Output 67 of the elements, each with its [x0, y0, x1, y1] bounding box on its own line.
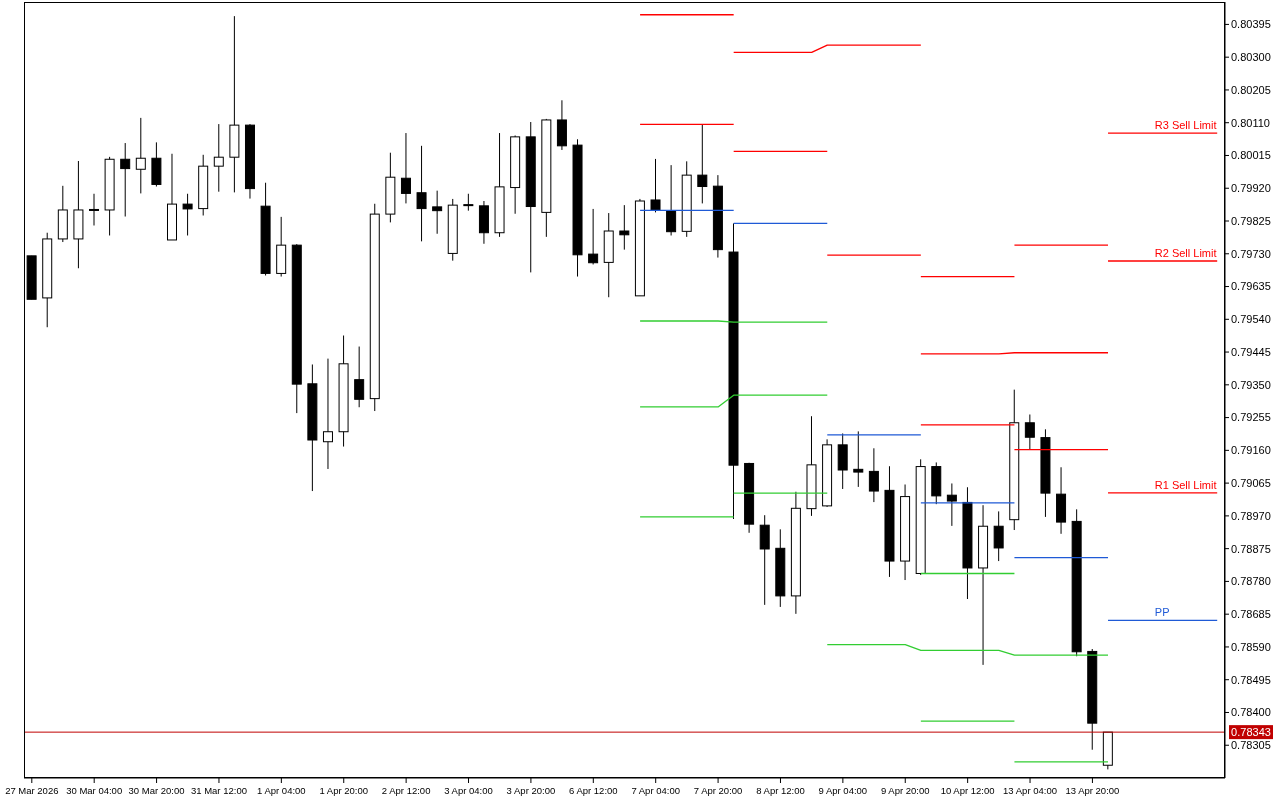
- y-tick-label: 0.78780: [1231, 575, 1271, 588]
- y-tick-label: 0.79825: [1231, 214, 1271, 227]
- candlestick: [650, 158, 661, 213]
- y-tick-label: 0.79350: [1231, 378, 1271, 391]
- x-tick-label: 31 Mar 12:00: [190, 785, 247, 796]
- y-tick-label: 0.80015: [1231, 149, 1271, 162]
- x-tick-label: 13 Apr 20:00: [1065, 785, 1120, 796]
- ref-line-label: 0.78343: [1231, 725, 1271, 738]
- x-tick-label: 2 Apr 12:00: [381, 785, 431, 796]
- y-tick-label: 0.79255: [1231, 411, 1271, 424]
- y-tick-label: 0.78685: [1231, 608, 1271, 621]
- candlestick: [182, 193, 193, 236]
- y-tick-label: 0.79730: [1231, 247, 1271, 260]
- y-tick-label: 0.80110: [1231, 116, 1270, 129]
- series-label: PP: [1154, 606, 1170, 619]
- candlestick: [416, 145, 427, 242]
- series-label: R1 Sell Limit: [1154, 478, 1217, 491]
- candlestick: [213, 123, 224, 193]
- y-tick-label: 0.79065: [1231, 477, 1271, 490]
- x-tick-label: 3 Apr 20:00: [506, 785, 556, 796]
- y-tick-label: 0.80395: [1231, 18, 1271, 31]
- candlestick: [619, 204, 630, 251]
- y-tick-label: 0.79635: [1231, 280, 1271, 293]
- candlestick: [432, 190, 443, 235]
- y-tick-label: 0.80205: [1231, 83, 1271, 96]
- candlestick: [993, 510, 1004, 562]
- x-tick-label: 13 Apr 04:00: [1003, 785, 1057, 796]
- y-tick-label: 0.78875: [1231, 542, 1271, 555]
- x-tick-label: 1 Apr 20:00: [319, 785, 369, 796]
- candlestick: [135, 117, 146, 194]
- x-tick-label: 9 Apr 20:00: [880, 785, 930, 796]
- y-tick-label: 0.79540: [1231, 313, 1271, 326]
- candlestick: [354, 346, 365, 408]
- candlestick: [588, 208, 599, 265]
- x-tick-label: 10 Apr 12:00: [940, 785, 995, 796]
- x-tick-label: 9 Apr 04:00: [818, 785, 868, 796]
- candlestick: [1024, 413, 1035, 450]
- x-tick-label: 27 Mar 2026: [5, 785, 59, 796]
- y-tick-label: 0.79920: [1231, 182, 1271, 195]
- candlestick: [89, 193, 100, 226]
- y-tick-label: 0.78305: [1231, 739, 1271, 752]
- x-tick-label: 6 Apr 12:00: [569, 785, 618, 796]
- candlestick: [697, 124, 708, 204]
- candlestick: [759, 514, 770, 606]
- y-tick-label: 0.80300: [1231, 51, 1271, 64]
- y-tick-label: 0.78495: [1231, 673, 1271, 686]
- y-tick-label: 0.79445: [1231, 345, 1271, 358]
- x-tick-label: 7 Apr 20:00: [693, 785, 743, 796]
- y-tick-label: 0.78970: [1231, 509, 1271, 522]
- candlestick: [946, 482, 957, 527]
- series-label: R3 Sell Limit: [1154, 119, 1217, 132]
- x-tick-label: 30 Mar 04:00: [66, 785, 123, 796]
- candlestick: [853, 430, 864, 488]
- y-tick-label: 0.79160: [1231, 444, 1271, 457]
- candlestick: [868, 447, 879, 503]
- x-tick-label: 7 Apr 04:00: [631, 785, 680, 796]
- candlestick: [666, 164, 677, 236]
- x-tick-label: 8 Apr 12:00: [756, 785, 805, 796]
- candlestick: [400, 132, 411, 204]
- candlestick: [322, 358, 333, 470]
- x-tick-label: 30 Mar 20:00: [128, 785, 185, 796]
- y-tick-label: 0.78590: [1231, 640, 1271, 653]
- candlestick: [120, 142, 131, 218]
- y-tick-label: 0.78400: [1231, 706, 1271, 719]
- series-label: R2 Sell Limit: [1154, 247, 1217, 260]
- x-tick-label: 1 Apr 04:00: [257, 785, 306, 796]
- x-tick-label: 3 Apr 04:00: [444, 785, 493, 796]
